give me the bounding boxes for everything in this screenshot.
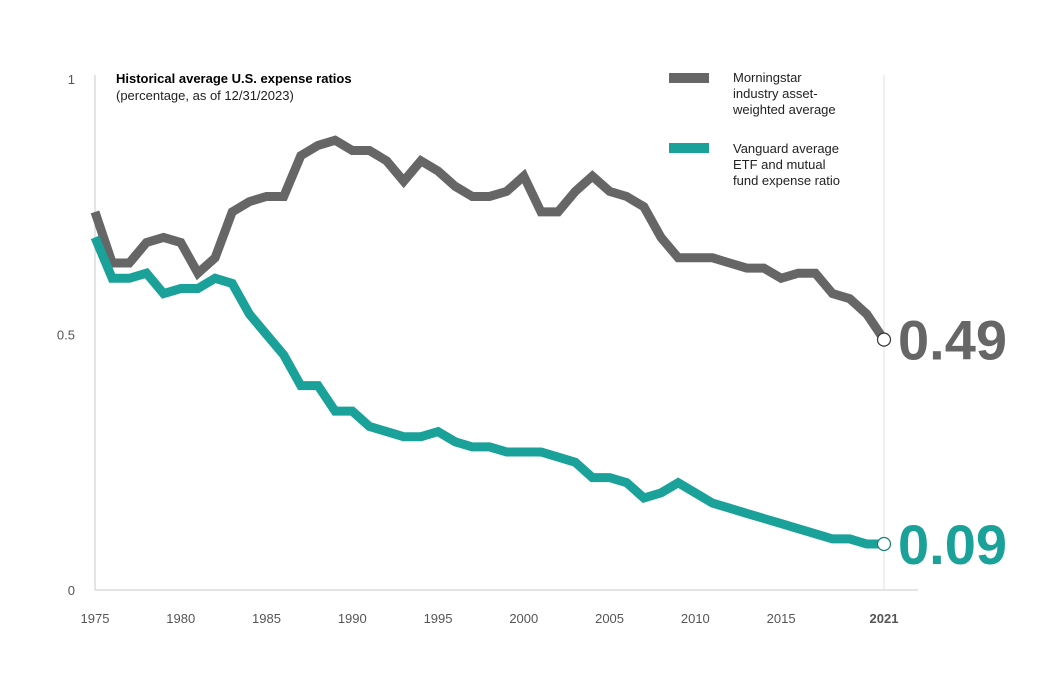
legend-swatch-morningstar <box>669 73 709 83</box>
x-tick-label-2021: 2021 <box>870 611 899 626</box>
end-marker-vanguard <box>876 536 892 552</box>
end-label-morningstar: 0.49 <box>898 309 1007 372</box>
legend-label-vanguard-line-2: ETF and mutual <box>733 157 826 172</box>
end-labels: 0.49 0.09 <box>898 309 1007 576</box>
end-label-vanguard: 0.09 <box>898 513 1007 576</box>
x-tick-label-1975: 1975 <box>81 611 110 626</box>
series-line-vanguard <box>90 235 884 549</box>
legend-swatch-vanguard <box>669 143 709 153</box>
series-layer <box>90 135 888 549</box>
x-tick-label-2015: 2015 <box>767 611 796 626</box>
x-tick-label-1980: 1980 <box>166 611 195 626</box>
y-tick-label-1: 1 <box>68 72 75 87</box>
legend: Morningstar industry asset- weighted ave… <box>669 70 840 188</box>
x-tick-label-2010: 2010 <box>681 611 710 626</box>
x-axis-ticks: 1975 1980 1985 1990 1995 2000 2005 2010 2015 2021 <box>81 611 899 626</box>
x-tick-label-1990: 1990 <box>338 611 367 626</box>
end-marker-morningstar <box>876 332 892 347</box>
end-markers <box>876 332 892 552</box>
y-tick-label-0: 0 <box>68 583 75 598</box>
chart-subtitle: (percentage, as of 12/31/2023) <box>116 88 294 103</box>
legend-label-morningstar-line-3: weighted average <box>732 102 836 117</box>
x-tick-label-2005: 2005 <box>595 611 624 626</box>
x-tick-label-1995: 1995 <box>424 611 453 626</box>
chart-title: Historical average U.S. expense ratios <box>116 71 352 86</box>
series-line-morningstar <box>90 135 888 343</box>
legend-label-morningstar-line-2: industry asset- <box>733 86 818 101</box>
x-tick-label-2000: 2000 <box>509 611 538 626</box>
x-tick-label-1985: 1985 <box>252 611 281 626</box>
y-axis-ticks: 00.51 <box>57 72 75 598</box>
legend-label-vanguard-line-3: fund expense ratio <box>733 173 840 188</box>
y-tick-label-0-5: 0.5 <box>57 328 75 343</box>
legend-label-vanguard-line-1: Vanguard average <box>733 141 839 156</box>
legend-label-morningstar-line-1: Morningstar <box>733 70 802 85</box>
